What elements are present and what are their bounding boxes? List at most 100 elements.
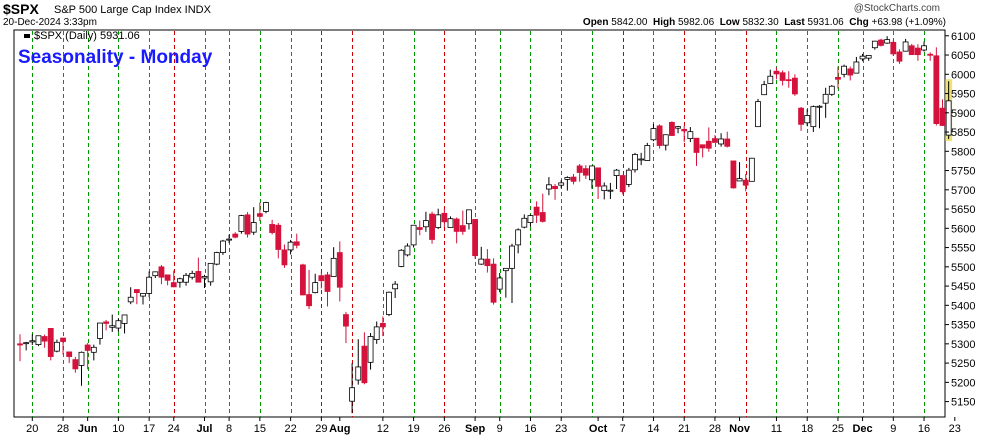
y-tick-label: 5700: [951, 185, 975, 197]
candle: [60, 337, 66, 355]
candle: [792, 74, 798, 96]
candle: [570, 174, 577, 185]
candle: [312, 273, 319, 294]
candle-body: [945, 100, 952, 136]
candle: [625, 167, 632, 188]
candle: [275, 222, 282, 259]
candle: [896, 49, 903, 64]
candle: [398, 249, 405, 268]
candle: [422, 211, 429, 232]
candle-body: [712, 138, 718, 143]
candle: [804, 109, 811, 127]
monday-gridlines: [32, 31, 925, 417]
candle-body: [250, 222, 257, 233]
candle-body: [625, 169, 632, 185]
candle: [705, 127, 712, 152]
candle-body: [890, 41, 897, 55]
candle: [718, 133, 724, 147]
candle: [213, 251, 220, 266]
y-tick-label: 5800: [951, 146, 975, 158]
candle-body: [176, 278, 183, 283]
candle-body: [189, 272, 196, 278]
x-tick-label: 15: [254, 423, 266, 435]
ticker-symbol: $SPX: [3, 1, 39, 17]
candle: [527, 214, 534, 227]
candle-body: [256, 213, 263, 217]
candle-body: [570, 176, 577, 182]
candle-body: [306, 294, 312, 307]
candle: [220, 239, 226, 255]
candle: [939, 99, 946, 126]
candle-body: [72, 359, 79, 370]
candle-body: [816, 105, 823, 108]
candle: [189, 270, 196, 280]
candle: [435, 208, 442, 230]
candle-body: [54, 341, 60, 352]
candle: [755, 98, 761, 128]
x-tick-label: 14: [647, 423, 659, 435]
candle-body: [23, 342, 30, 345]
candle: [232, 232, 239, 239]
candle: [324, 271, 331, 307]
candle: [828, 85, 835, 96]
candle-body: [564, 177, 571, 180]
candle: [355, 339, 362, 385]
y-tick-label: 5200: [951, 377, 975, 389]
candle-body: [546, 184, 552, 190]
candle-body: [619, 175, 626, 193]
y-tick-label: 5750: [951, 166, 975, 178]
candle-body: [60, 337, 66, 342]
candle: [361, 332, 368, 385]
candle: [490, 258, 497, 305]
y-tick-label: 6050: [951, 50, 975, 62]
candle: [410, 224, 417, 248]
candle: [681, 125, 688, 143]
candle: [945, 81, 952, 139]
x-tick-label: 18: [801, 423, 813, 435]
candle-body: [675, 126, 681, 129]
candle-body: [502, 267, 509, 272]
x-tick-label: Jun: [78, 423, 98, 435]
candle-body: [908, 45, 915, 56]
candle-body: [343, 314, 349, 327]
candle-body: [404, 245, 411, 256]
candle-body: [435, 214, 442, 228]
candle-body: [330, 257, 337, 277]
candle-body: [871, 40, 878, 49]
plot-frame: [13, 29, 946, 418]
candle-body: [761, 84, 768, 96]
candle-body: [318, 275, 325, 282]
x-tick-label: 29: [315, 423, 327, 435]
candle-body: [207, 262, 214, 283]
candle: [613, 169, 620, 190]
candle-body: [127, 296, 134, 303]
candle: [693, 137, 700, 166]
y-tick-label: 5450: [951, 281, 975, 293]
candle-body: [539, 212, 546, 222]
x-tick-label: 16: [918, 423, 930, 435]
candle-body: [269, 224, 276, 233]
candle-body: [693, 137, 700, 153]
candle: [712, 135, 718, 143]
candle-body: [724, 138, 731, 147]
candle-body: [336, 252, 343, 288]
candle-body: [490, 263, 497, 303]
candle-body: [509, 245, 515, 269]
candle-body: [878, 39, 884, 46]
x-tick-label: Oct: [589, 423, 608, 435]
candle: [115, 318, 122, 332]
candle-body: [742, 179, 749, 186]
candle-body: [933, 55, 940, 124]
candle: [724, 131, 731, 148]
candle-body: [386, 291, 392, 315]
candle: [902, 38, 909, 52]
candle: [748, 157, 755, 182]
candle-body: [238, 215, 245, 232]
candle: [478, 246, 485, 265]
candle: [146, 271, 153, 298]
candle: [306, 269, 312, 310]
x-tick-label: Nov: [729, 423, 751, 435]
candle-body: [195, 271, 202, 283]
candle-body: [515, 229, 522, 246]
chart-header: $SPX S&P 500 Large Cap Index INDX 20-Dec…: [0, 0, 990, 30]
